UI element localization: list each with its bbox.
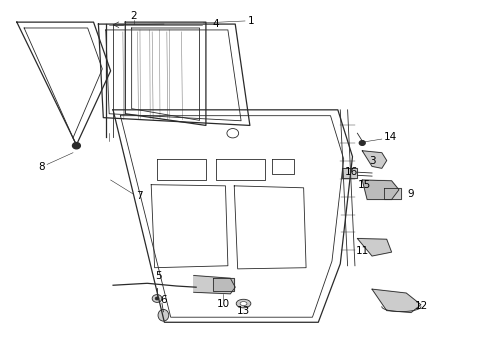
Text: 12: 12 (415, 301, 428, 311)
Text: 6: 6 (161, 295, 167, 305)
Text: 9: 9 (408, 189, 415, 199)
Polygon shape (362, 151, 387, 168)
Text: 11: 11 (356, 246, 369, 256)
Text: 8: 8 (38, 162, 45, 172)
Ellipse shape (236, 299, 251, 308)
Circle shape (227, 129, 239, 138)
Text: 14: 14 (384, 132, 397, 142)
Polygon shape (194, 275, 235, 294)
Text: 1: 1 (248, 16, 255, 26)
Circle shape (152, 294, 162, 302)
Text: 13: 13 (237, 306, 250, 316)
Circle shape (155, 297, 159, 300)
Circle shape (359, 141, 365, 145)
Polygon shape (372, 289, 421, 312)
Ellipse shape (240, 302, 247, 306)
Polygon shape (342, 168, 357, 178)
Polygon shape (213, 278, 234, 291)
Text: 5: 5 (155, 271, 161, 281)
Text: 16: 16 (345, 167, 358, 177)
Polygon shape (362, 180, 399, 199)
Text: 2: 2 (130, 11, 137, 21)
Text: 3: 3 (369, 156, 375, 166)
Text: 10: 10 (217, 299, 230, 309)
Circle shape (73, 143, 80, 149)
Ellipse shape (158, 309, 169, 321)
Polygon shape (357, 238, 392, 256)
Text: 7: 7 (136, 192, 142, 201)
Text: 15: 15 (358, 180, 371, 190)
Text: 4: 4 (212, 19, 219, 29)
Polygon shape (384, 188, 401, 199)
